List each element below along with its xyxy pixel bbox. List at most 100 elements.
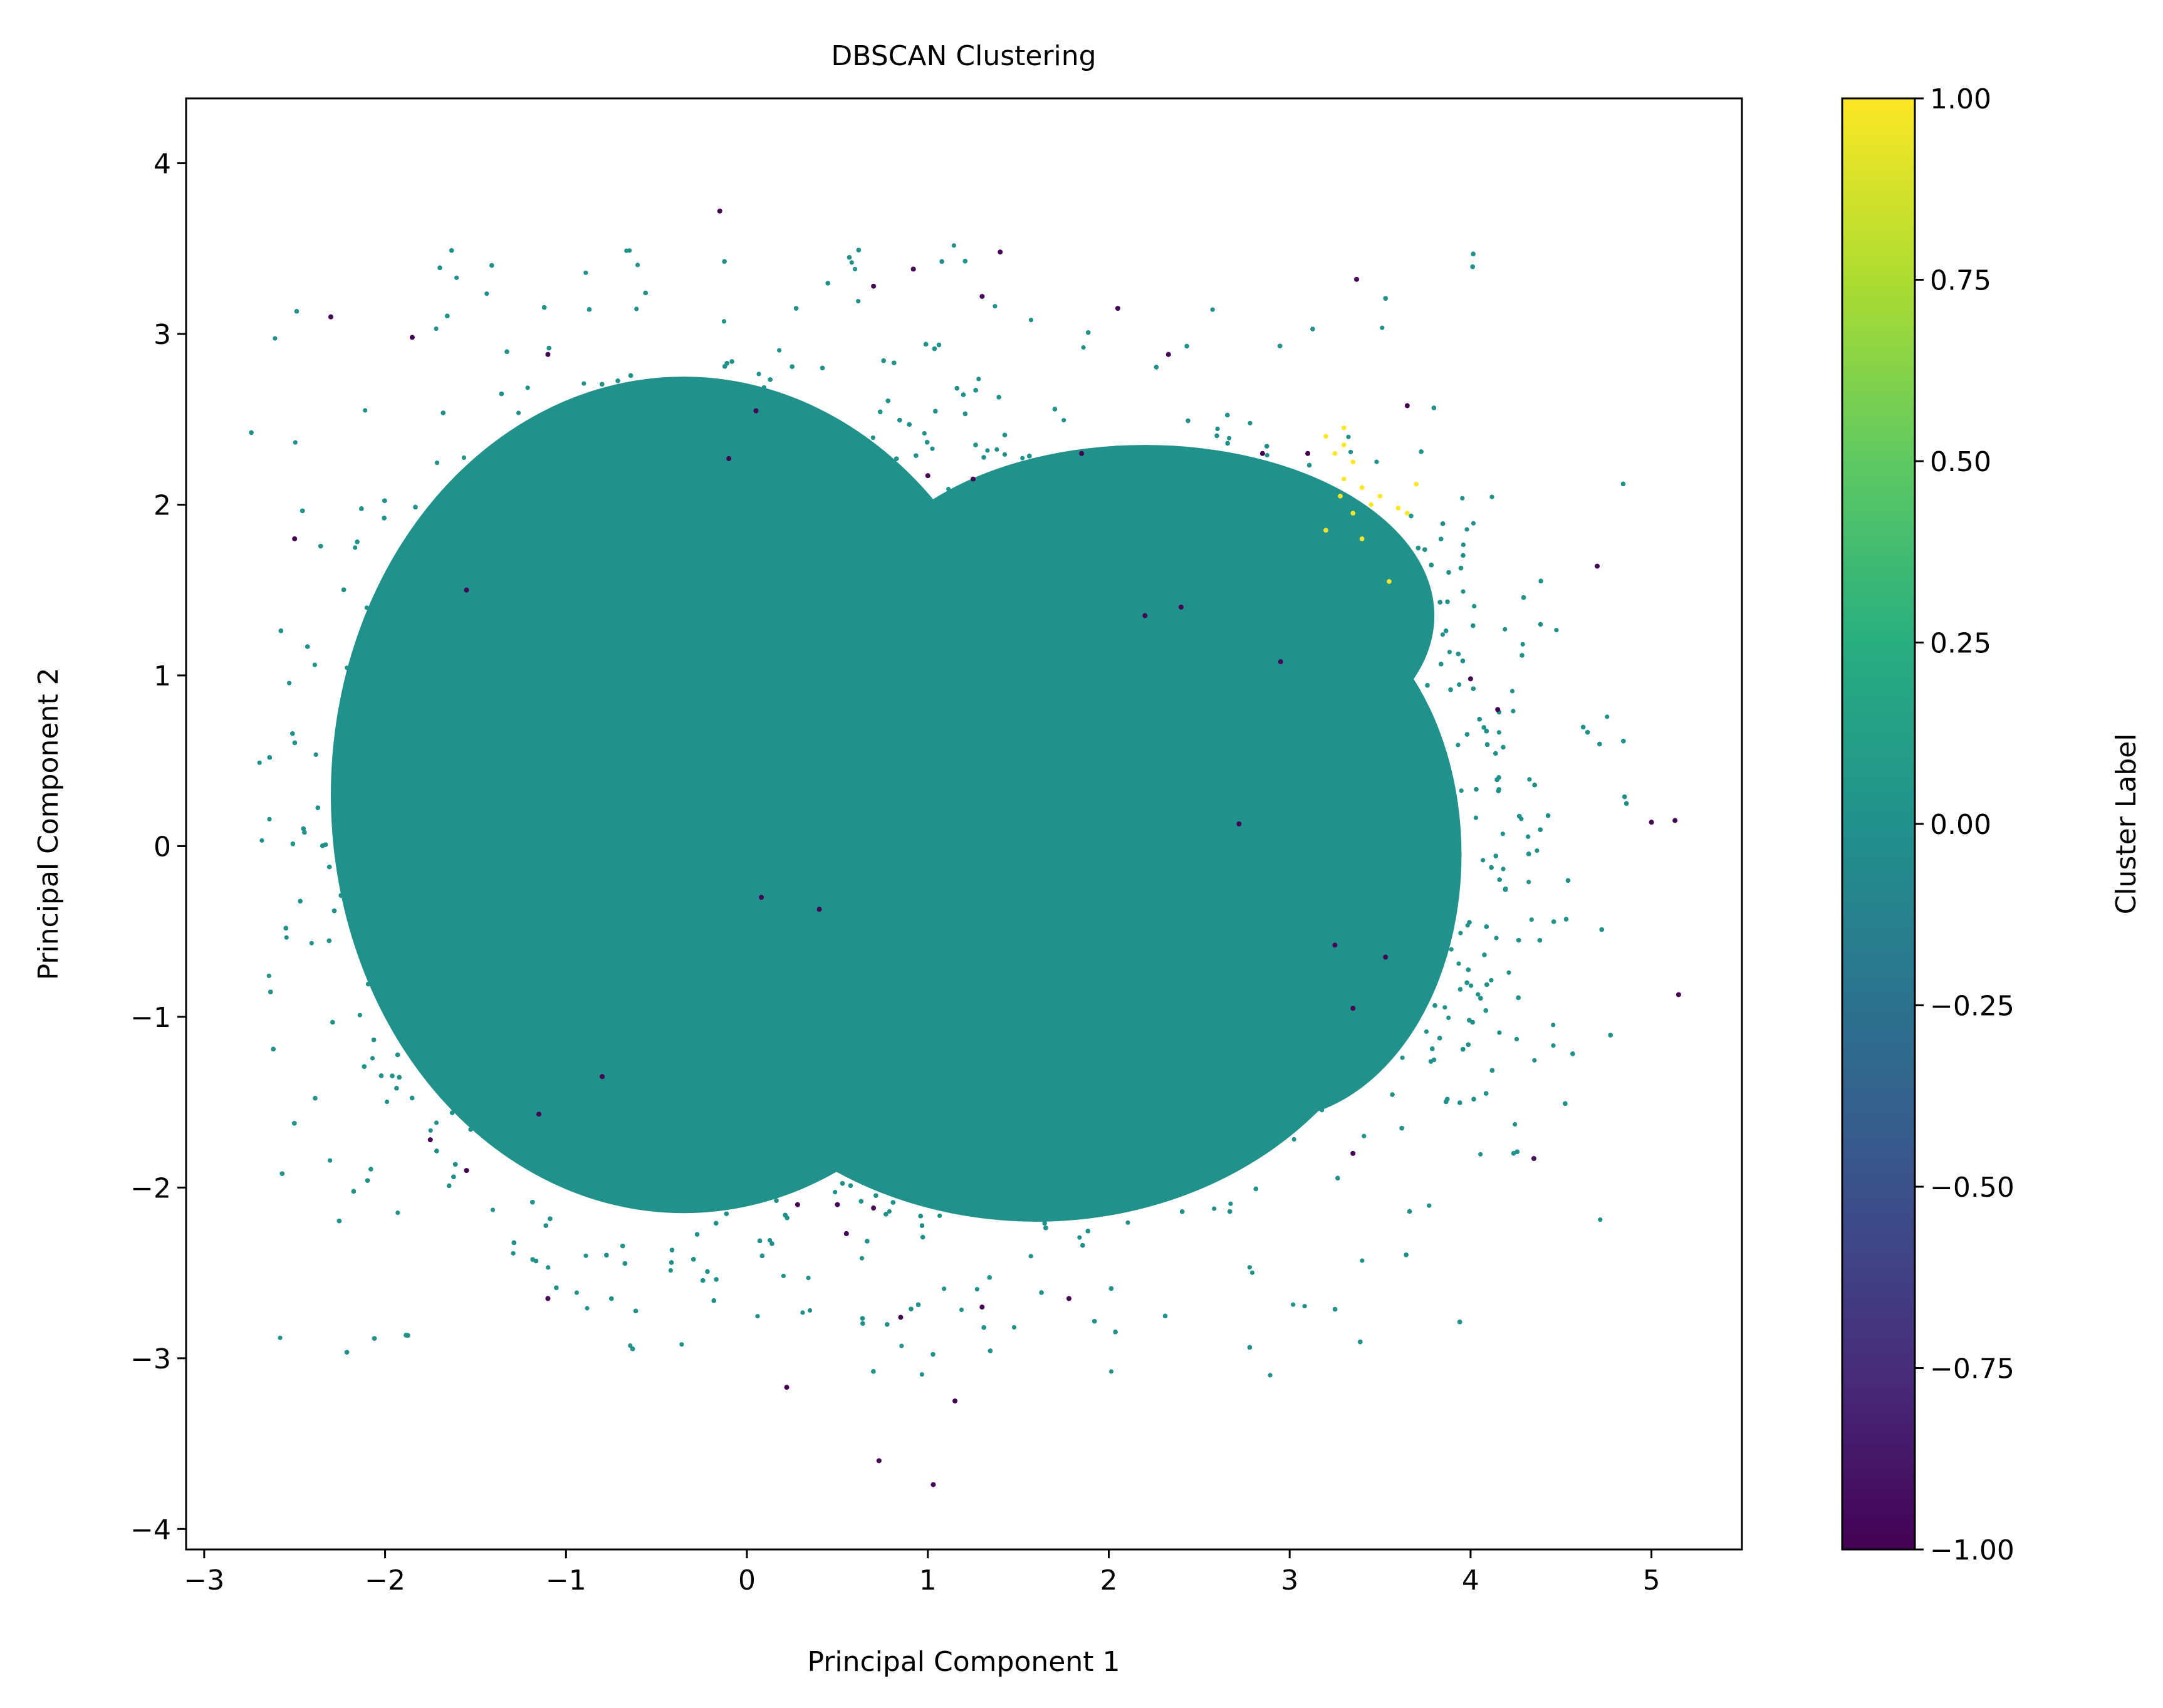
cluster-0-point bbox=[721, 319, 727, 324]
cluster-0-point bbox=[428, 1128, 433, 1133]
cluster-0-point bbox=[834, 1071, 839, 1076]
cluster-0-point bbox=[583, 1253, 588, 1258]
cluster-0-point bbox=[679, 1342, 684, 1347]
cluster-0-point bbox=[1389, 808, 1394, 813]
cluster-0-point bbox=[755, 1314, 760, 1319]
cluster-0-point bbox=[1081, 345, 1086, 350]
cluster-0-point bbox=[1506, 970, 1511, 975]
cluster-0-point bbox=[813, 1124, 818, 1129]
cluster-0-point bbox=[1514, 1036, 1519, 1041]
cluster-0-point bbox=[412, 758, 417, 764]
cluster-0-point bbox=[1457, 682, 1462, 687]
cluster-0-point bbox=[1308, 665, 1313, 670]
cluster-0-point bbox=[1374, 1007, 1379, 1012]
cluster-0-point bbox=[675, 644, 680, 649]
cluster-0-point bbox=[434, 461, 440, 466]
cluster-0-point bbox=[1248, 420, 1253, 425]
cluster-0-point bbox=[1291, 1302, 1296, 1307]
cluster-0-point bbox=[828, 1070, 833, 1075]
cluster-0-point bbox=[1077, 1013, 1082, 1018]
cluster-0-point bbox=[1253, 865, 1258, 870]
cluster-0-point bbox=[969, 956, 974, 961]
cluster-0-point bbox=[461, 455, 467, 461]
cluster-0-point bbox=[1456, 961, 1461, 966]
chart-title: DBSCAN Clustering bbox=[831, 40, 1096, 72]
cluster-0-point bbox=[490, 1207, 496, 1212]
cluster-0-point bbox=[849, 260, 854, 265]
cluster-0-point bbox=[744, 522, 749, 527]
cluster-0-point bbox=[1496, 730, 1501, 735]
cluster-0-point bbox=[831, 872, 837, 877]
cluster-0-point bbox=[763, 444, 768, 449]
cluster-0-point bbox=[1227, 435, 1232, 440]
cluster-0-point bbox=[724, 672, 729, 677]
cluster-0-point bbox=[1083, 783, 1088, 788]
cluster-0-point bbox=[959, 1307, 964, 1313]
cluster-0-point bbox=[1312, 909, 1317, 914]
cluster-0-point bbox=[1511, 709, 1516, 714]
cluster-0-point bbox=[768, 1237, 773, 1243]
cluster-0-point bbox=[516, 410, 521, 415]
cluster-0-point bbox=[1501, 867, 1506, 872]
cluster-0-point bbox=[932, 798, 937, 803]
cluster-0-point bbox=[1245, 751, 1250, 756]
cluster-0-point bbox=[1266, 792, 1271, 797]
cluster-0-point bbox=[974, 1287, 979, 1292]
cluster-0-point bbox=[1238, 1062, 1243, 1067]
cluster-0-point bbox=[848, 919, 853, 924]
cluster-0-point bbox=[1472, 603, 1477, 609]
cluster-0-point bbox=[312, 662, 317, 667]
cluster-0-point bbox=[1464, 527, 1469, 532]
cluster-0-point bbox=[1285, 872, 1290, 877]
cluster-0-point bbox=[1043, 640, 1048, 645]
cluster-0-point bbox=[956, 830, 961, 835]
cluster-0-point bbox=[670, 712, 675, 717]
cluster-0-point bbox=[556, 1153, 561, 1158]
cluster-0-point bbox=[511, 1251, 516, 1256]
cluster-0-point bbox=[962, 1095, 967, 1100]
cluster-0-point bbox=[818, 423, 823, 428]
cluster-0-point bbox=[1489, 494, 1494, 499]
cluster-0-point bbox=[831, 796, 837, 801]
cluster-0-point bbox=[1348, 449, 1353, 455]
cluster-0-point bbox=[709, 704, 714, 709]
cluster-0-point bbox=[1503, 627, 1508, 632]
cluster-0-point bbox=[284, 935, 289, 940]
cluster-0-point bbox=[1461, 542, 1466, 548]
cluster-0-point bbox=[713, 595, 719, 600]
cluster-0-point bbox=[1447, 650, 1452, 655]
cluster-0-point bbox=[930, 446, 935, 451]
cluster-0-point bbox=[701, 1057, 707, 1062]
cluster-0-point bbox=[1045, 793, 1050, 798]
cluster-0-point bbox=[1156, 638, 1161, 643]
cluster-0-point bbox=[370, 1056, 375, 1061]
cluster-0-point bbox=[364, 605, 369, 610]
cluster-0-point bbox=[1400, 1055, 1405, 1060]
cluster-0-point bbox=[585, 1306, 590, 1311]
cluster-0-point bbox=[1478, 1152, 1483, 1157]
cluster-0-point bbox=[734, 1048, 739, 1053]
cluster-0-point bbox=[1526, 880, 1531, 885]
cluster-0-point bbox=[401, 993, 406, 998]
cluster-0-point bbox=[1431, 941, 1436, 946]
cluster-0-point bbox=[583, 736, 588, 741]
cluster-0-point bbox=[1494, 935, 1499, 940]
cluster-0-point bbox=[1476, 992, 1481, 997]
cluster-0-point bbox=[849, 1097, 854, 1102]
cluster-0-point bbox=[1389, 551, 1394, 557]
cluster-0-point bbox=[454, 275, 459, 280]
cluster-0-point bbox=[709, 958, 714, 963]
cluster-0-point bbox=[1107, 681, 1112, 687]
cluster-0-point bbox=[1318, 857, 1323, 862]
cluster-0-point bbox=[1102, 1187, 1107, 1192]
cluster-0-point bbox=[1239, 784, 1244, 789]
cluster-0-point bbox=[1212, 1206, 1217, 1211]
cluster-0-point bbox=[1132, 654, 1137, 659]
cluster-0-point bbox=[1362, 617, 1367, 622]
cluster-0-point bbox=[628, 1343, 633, 1348]
cluster-0-point bbox=[313, 752, 318, 757]
cluster-0-point bbox=[1449, 947, 1454, 952]
cluster-0-point bbox=[1481, 858, 1486, 863]
cluster-0-point bbox=[1215, 426, 1220, 432]
cluster-0-point bbox=[922, 431, 927, 436]
